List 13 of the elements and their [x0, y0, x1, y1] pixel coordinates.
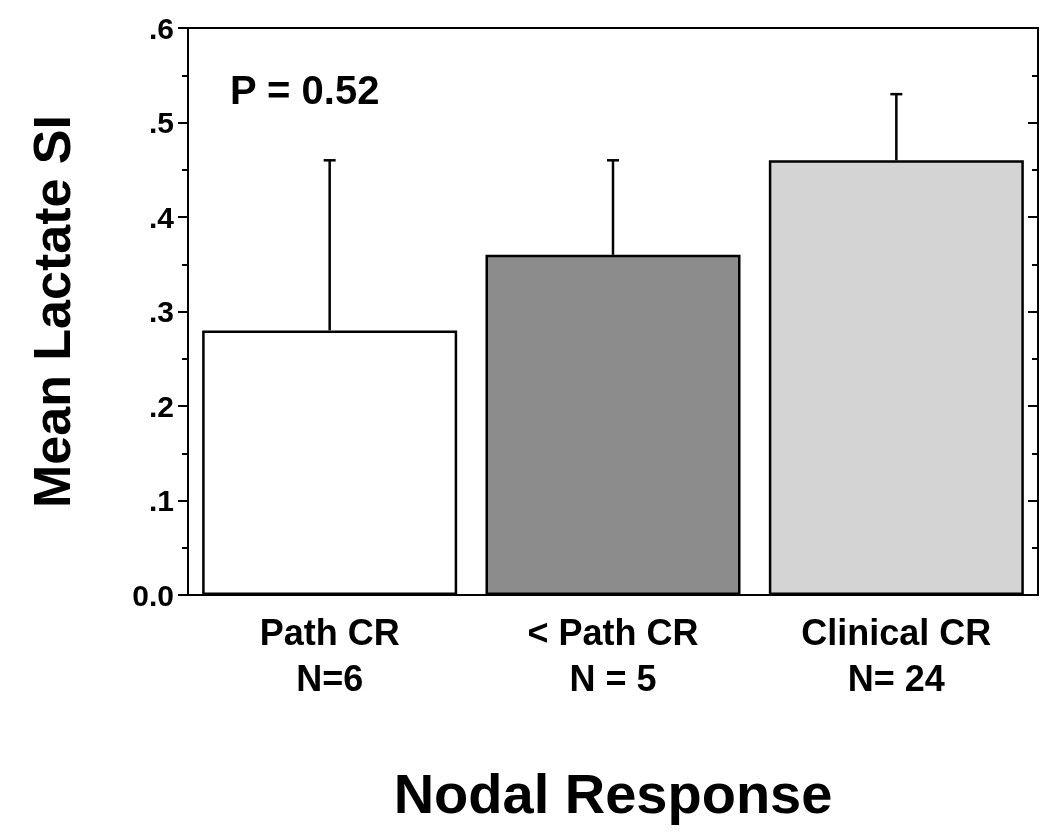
x-axis-title: Nodal Response — [393, 761, 833, 825]
y-tick-label: .6 — [148, 11, 174, 45]
y-tick-label: .5 — [148, 106, 174, 139]
y-tick-label: .3 — [148, 295, 174, 328]
y-tick-label: .2 — [148, 389, 174, 423]
annotation: P = 0.52 — [230, 68, 380, 112]
x-tick-label: Path CR N=6 — [259, 611, 400, 699]
y-axis-title: Mean Lactate SI — [23, 114, 81, 509]
y-tick-label: 0.0 — [132, 578, 174, 612]
y-tick-label: .4 — [148, 200, 175, 234]
x-tick-label: < Path CR N = 5 — [527, 611, 699, 699]
y-tick-label: .1 — [148, 484, 174, 517]
x-tick-label: Clinical CR N= 24 — [801, 611, 992, 699]
